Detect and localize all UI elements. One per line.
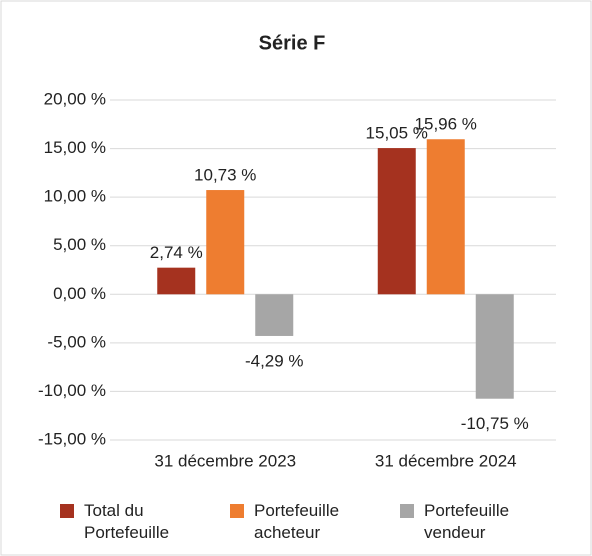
y-tick-label: -5,00 % [47, 332, 106, 351]
bar [157, 267, 196, 295]
bar [206, 190, 245, 295]
bar [255, 294, 294, 336]
y-tick-label: 5,00 % [53, 235, 106, 254]
data-label: 10,73 % [194, 166, 256, 185]
data-label: 15,96 % [415, 115, 477, 134]
data-label: -10,75 % [461, 414, 529, 433]
legend-item: Total du Portefeuille [60, 500, 230, 544]
legend-label: Portefeuille acheteur [254, 501, 340, 542]
y-tick-label: 20,00 % [44, 89, 106, 108]
bar [426, 139, 465, 295]
legend-label: Total du Portefeuille [84, 501, 170, 542]
legend-swatch [230, 504, 244, 518]
x-tick-label: 31 décembre 2024 [375, 451, 517, 470]
bar [475, 294, 514, 399]
data-label: 2,74 % [150, 243, 203, 262]
y-tick-label: -10,00 % [38, 381, 106, 400]
y-tick-label: 0,00 % [53, 284, 106, 303]
y-tick-label: 10,00 % [44, 187, 106, 206]
legend-item: Portefeuille vendeur [400, 500, 570, 544]
legend: Total du Portefeuille Portefeuille achete… [60, 500, 570, 544]
legend-item: Portefeuille acheteur [230, 500, 400, 544]
x-tick-label: 31 décembre 2023 [154, 451, 296, 470]
chart-title: Série F [259, 32, 326, 54]
bar [377, 148, 416, 295]
y-tick-label: -15,00 % [38, 429, 106, 448]
data-label: -4,29 % [245, 351, 304, 370]
y-tick-label: 15,00 % [44, 138, 106, 157]
data-label: 15,05 % [366, 124, 428, 143]
legend-label: Portefeuille vendeur [424, 501, 510, 542]
legend-swatch [60, 504, 74, 518]
legend-swatch [400, 504, 414, 518]
